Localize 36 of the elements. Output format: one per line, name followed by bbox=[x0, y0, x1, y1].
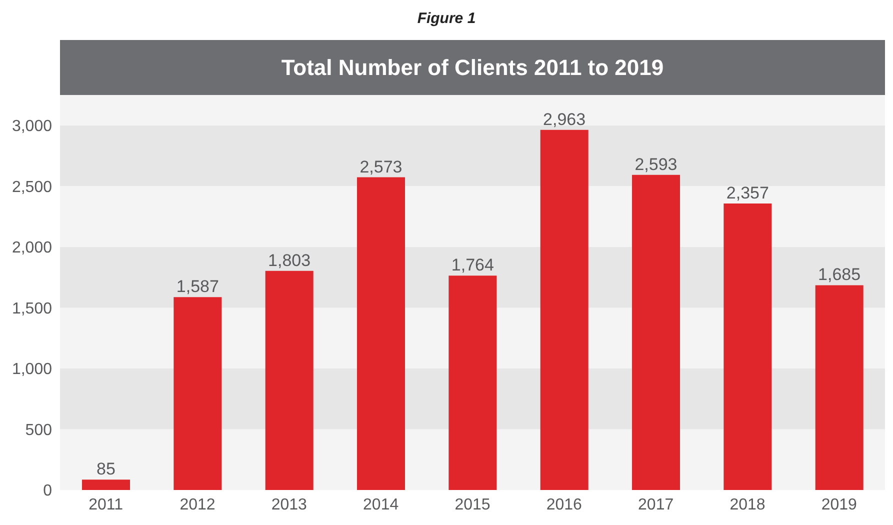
caption: Figure 1 bbox=[416, 9, 477, 29]
y-tick-label: 0 bbox=[43, 482, 52, 500]
x-tick-label: 2017 bbox=[638, 496, 674, 514]
y-tick-label: 2,000 bbox=[12, 240, 52, 257]
bar bbox=[448, 276, 497, 490]
data-label: 2,357 bbox=[726, 184, 769, 203]
y-tick-label: 1,500 bbox=[12, 300, 52, 318]
y-tick-label: 500 bbox=[25, 422, 52, 439]
x-tick-label: 2019 bbox=[821, 496, 858, 514]
bar bbox=[632, 174, 680, 490]
y-tick-label: 2,500 bbox=[12, 178, 52, 196]
data-label: 85 bbox=[96, 460, 116, 479]
bar bbox=[540, 130, 588, 490]
data-label: 2,963 bbox=[543, 110, 586, 129]
bar bbox=[357, 177, 405, 490]
bar bbox=[724, 204, 772, 490]
x-tick-label: 2014 bbox=[363, 496, 399, 514]
bar bbox=[82, 480, 130, 490]
y-tick-label: 1,000 bbox=[12, 361, 52, 378]
bar bbox=[265, 270, 314, 490]
bar bbox=[815, 285, 864, 490]
data-label: 1,764 bbox=[451, 256, 494, 275]
bar bbox=[174, 297, 222, 490]
data-label: 1,803 bbox=[268, 250, 311, 270]
chart-title: Total Number of Clients 2011 to 2019 bbox=[60, 40, 885, 95]
x-tick-label: 2012 bbox=[180, 496, 216, 514]
x-tick-label: 2013 bbox=[271, 496, 308, 514]
x-tick-label: 2018 bbox=[730, 496, 766, 514]
data-label: 1,685 bbox=[818, 265, 861, 284]
y-tick-label: 3,000 bbox=[12, 118, 52, 136]
data-label: 2,593 bbox=[634, 154, 678, 174]
x-tick-label: 2011 bbox=[88, 496, 124, 514]
x-tick-label: 2015 bbox=[454, 496, 490, 514]
x-tick-label: 2016 bbox=[546, 496, 582, 514]
data-label: 1,587 bbox=[176, 277, 219, 296]
data-label: 2,573 bbox=[360, 157, 402, 176]
